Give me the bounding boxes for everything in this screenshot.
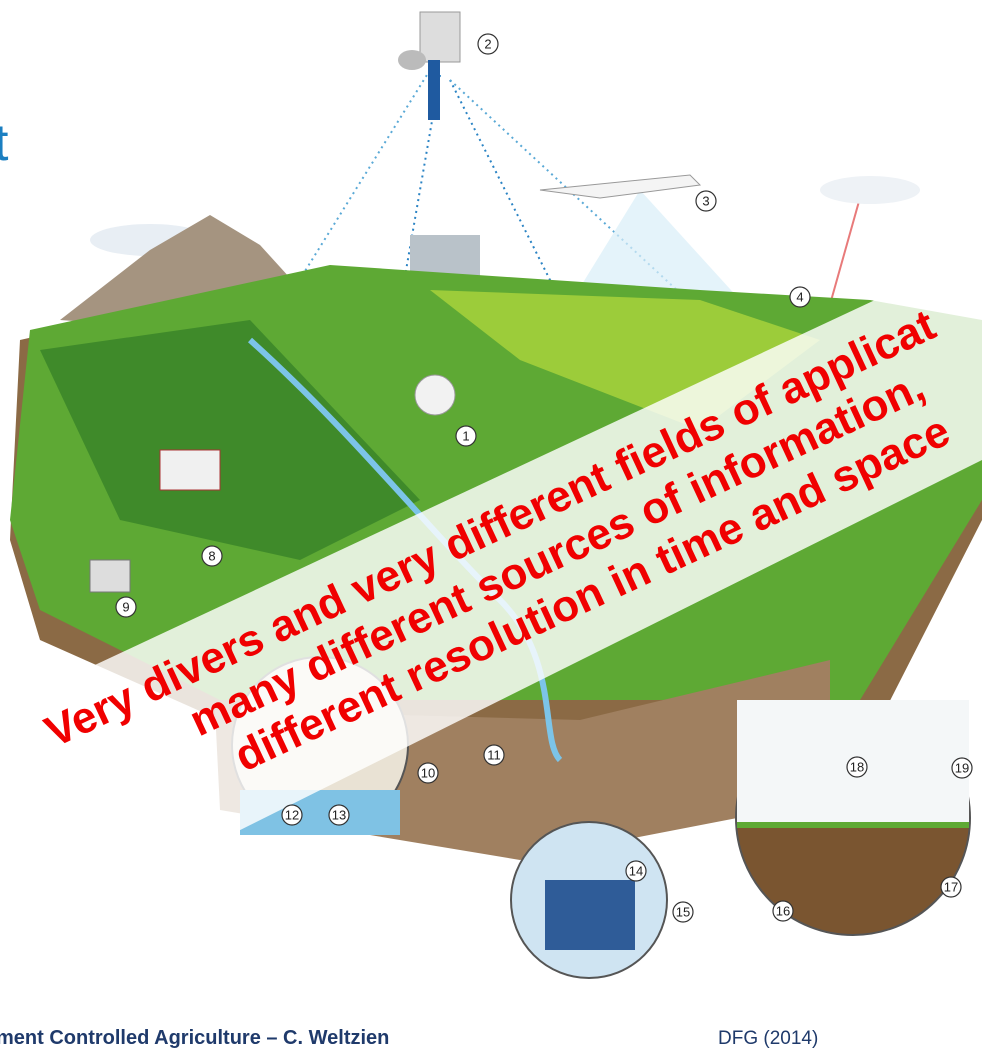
marker-label: 9 [122,599,129,614]
marker-label: 18 [850,759,864,774]
marker-label: 8 [208,548,215,563]
marker-label: 16 [776,903,790,918]
footer-text: ment Controlled Agriculture – C. Weltzie… [0,1027,389,1049]
footer-source: DFG (2014) [718,1028,818,1049]
marker-label: 10 [421,765,435,780]
marker-label: 11 [487,747,501,762]
radar [415,375,455,415]
title: t [0,114,9,172]
marker-label: 13 [332,807,346,822]
cloud [820,176,920,204]
inset-grass [737,822,969,828]
marker-label: 4 [796,289,803,304]
marker-label: 2 [484,36,491,51]
marker-label: 17 [944,879,958,894]
illustration: t 12348910111213141516171819 Very divers… [0,0,982,1058]
station [90,560,130,592]
tractor [545,880,635,950]
slide: t 12348910111213141516171819 Very divers… [0,0,982,1058]
marker-label: 1 [462,428,469,443]
marker-label: 19 [955,760,969,775]
satellite [398,12,460,120]
marker-label: 12 [285,807,299,822]
farm [160,450,220,490]
marker-label: 15 [676,904,690,919]
marker-label: 14 [629,863,643,878]
marker-label: 3 [702,193,709,208]
